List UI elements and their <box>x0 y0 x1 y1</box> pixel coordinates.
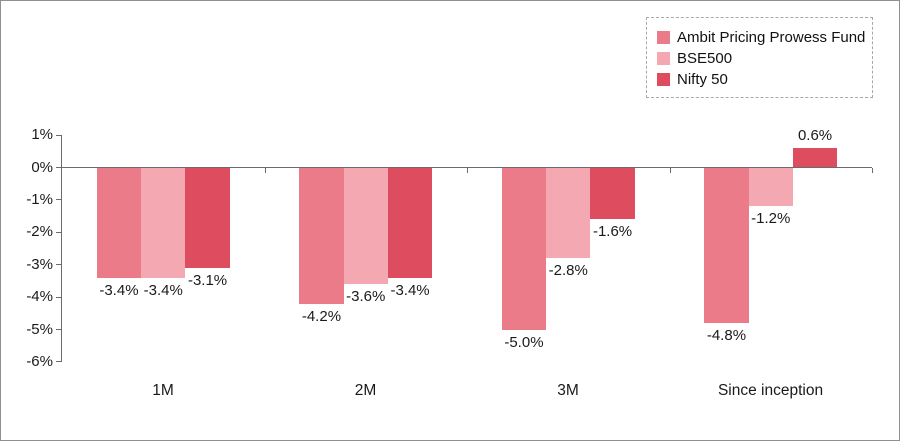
y-axis-tick-label: -6% <box>26 352 53 370</box>
category-label: 1M <box>152 382 174 399</box>
legend-item-bse500: BSE500 <box>657 48 872 69</box>
bar-value-label: -3.1% <box>187 271 228 289</box>
category-label: Since inception <box>717 382 824 399</box>
x-axis-tick <box>264 168 266 173</box>
bar-bse500-since-inception <box>748 167 793 207</box>
bar-bse500-1m <box>141 167 186 278</box>
bar-ambit-pricing-prowess-fund-1m <box>96 167 142 278</box>
legend-label-nifty50: Nifty 50 <box>677 71 728 88</box>
legend-swatch-ambit-icon <box>657 31 670 44</box>
y-axis-tick-label: 1% <box>31 126 53 144</box>
bar-value-label: 0.6% <box>797 127 833 145</box>
y-axis-tick-label: -1% <box>26 190 53 208</box>
legend-label-bse500: BSE500 <box>677 50 733 67</box>
bar-value-label: -4.2% <box>301 307 342 325</box>
legend-item-nifty50: Nifty 50 <box>657 69 872 90</box>
y-axis-tick <box>56 231 62 233</box>
legend: Ambit Pricing Prowess Fund BSE500 Nifty … <box>646 17 873 98</box>
x-axis-tick <box>669 168 671 173</box>
y-axis-tick <box>56 296 62 298</box>
bar-value-label: -3.4% <box>390 281 430 299</box>
zero-baseline <box>62 167 872 168</box>
x-axis-tick <box>872 168 873 173</box>
bar-nifty-50-3m <box>590 167 635 220</box>
bar-value-label: -3.4% <box>143 281 183 299</box>
x-axis-tick <box>467 168 468 173</box>
y-axis-tick <box>56 167 62 168</box>
y-axis-tick <box>56 264 62 266</box>
y-axis-tick-label: 0% <box>31 158 53 176</box>
bar-value-label: -3.4% <box>99 281 139 299</box>
y-axis-tick <box>56 134 62 136</box>
category-label: 3M <box>557 382 579 399</box>
legend-swatch-bse500-icon <box>657 52 670 65</box>
y-axis-tick-label: -2% <box>26 223 53 241</box>
bar-value-label: -1.6% <box>592 223 633 241</box>
y-axis-tick <box>56 361 62 363</box>
bar-value-label: -5.0% <box>504 333 544 351</box>
bar-ambit-pricing-prowess-fund-2m <box>299 167 344 304</box>
legend-label-ambit: Ambit Pricing Prowess Fund <box>677 29 866 46</box>
bar-value-label: -2.8% <box>548 262 588 280</box>
legend-item-ambit: Ambit Pricing Prowess Fund <box>657 27 872 48</box>
bar-ambit-pricing-prowess-fund-3m <box>501 167 547 330</box>
bar-ambit-pricing-prowess-fund-since-inception <box>704 167 749 324</box>
y-axis-tick-label: -4% <box>26 288 53 306</box>
category-label: 2M <box>354 382 377 399</box>
bar-nifty-50-since-inception <box>792 148 838 168</box>
y-axis-tick-label: -5% <box>26 320 53 338</box>
y-axis-tick-label: -3% <box>26 255 53 273</box>
bar-value-label: -3.6% <box>346 288 386 306</box>
y-axis-tick <box>56 199 62 201</box>
y-axis-line <box>61 135 62 362</box>
bar-nifty-50-2m <box>387 167 433 278</box>
y-axis-tick <box>56 329 62 330</box>
bar-value-label: -1.2% <box>751 210 791 228</box>
bar-nifty-50-1m <box>185 167 230 268</box>
bar-bse500-2m <box>343 167 388 285</box>
legend-swatch-nifty50-icon <box>657 73 670 86</box>
bar-value-label: -4.8% <box>706 327 747 345</box>
bar-bse500-3m <box>546 167 591 259</box>
